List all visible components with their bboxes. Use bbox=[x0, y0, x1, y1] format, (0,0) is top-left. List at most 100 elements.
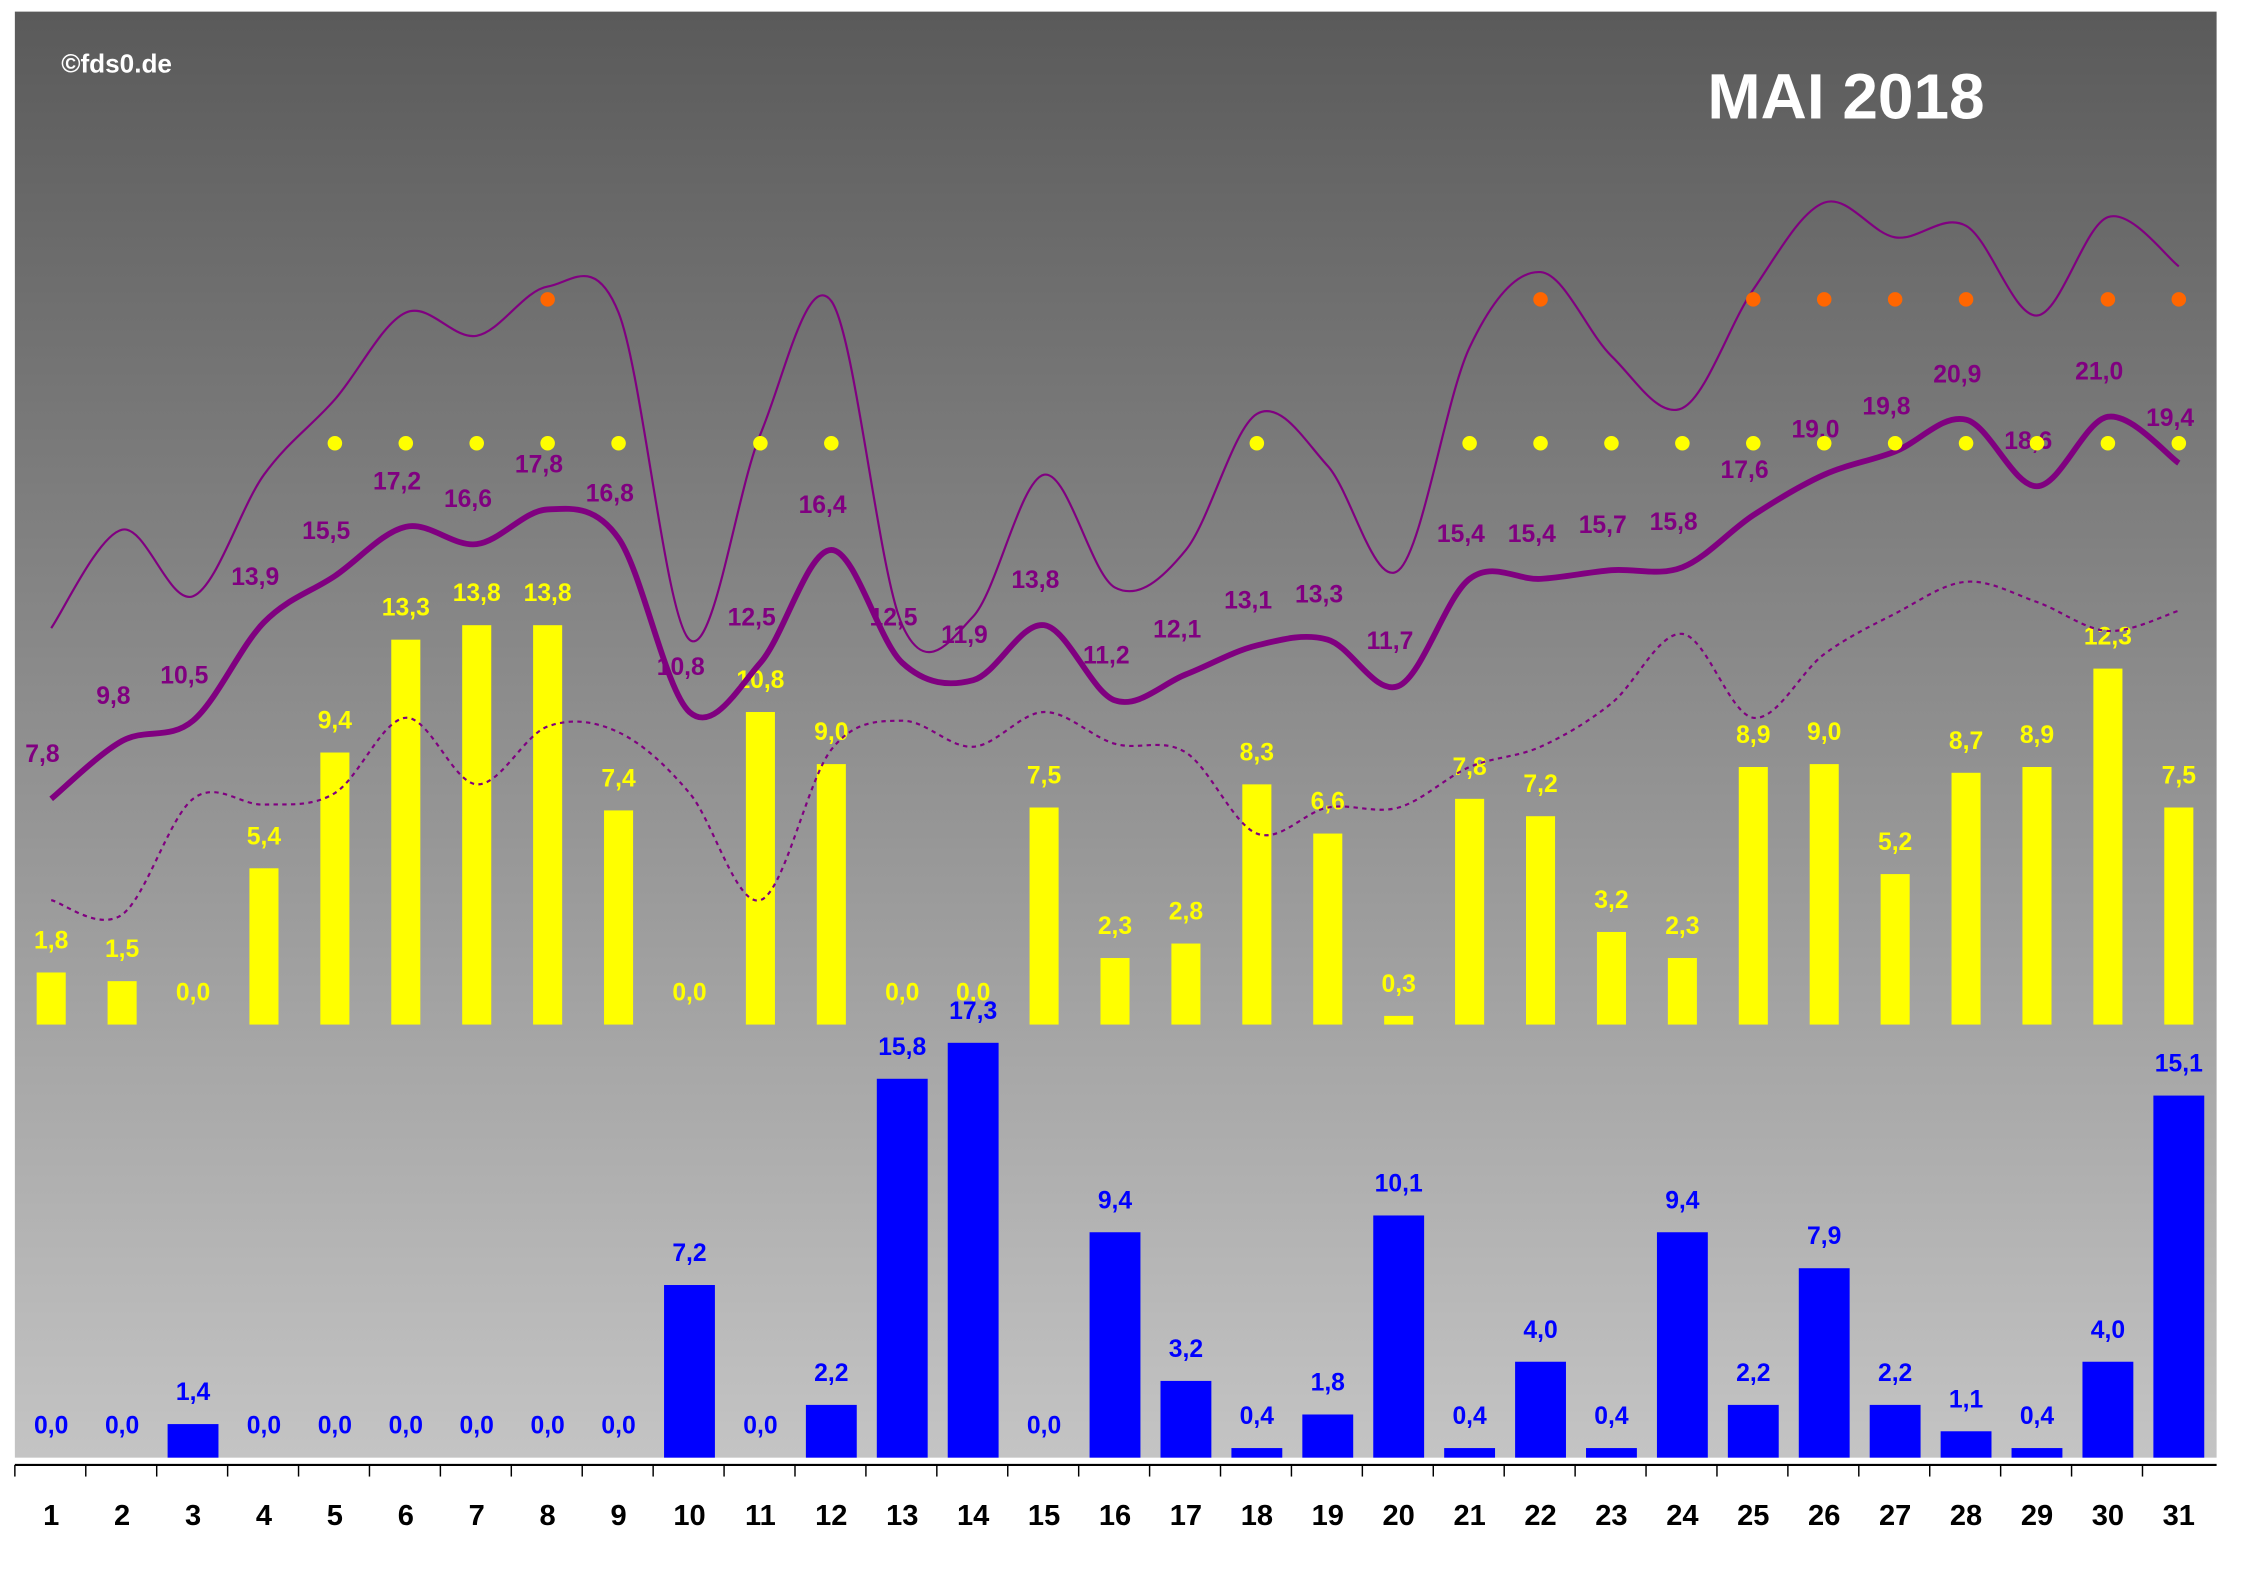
data-label: 16,6 bbox=[444, 486, 492, 513]
day-marker bbox=[540, 435, 555, 451]
data-label: 8,9 bbox=[1736, 722, 1770, 749]
data-label: 17,8 bbox=[515, 451, 563, 478]
data-label: 12,1 bbox=[1153, 616, 1201, 643]
day-marker bbox=[2100, 292, 2116, 307]
data-label: 0,0 bbox=[885, 980, 919, 1007]
bar bbox=[664, 1285, 715, 1458]
day-marker bbox=[1958, 435, 1974, 451]
data-label: 9,0 bbox=[814, 719, 848, 746]
data-label: 1,8 bbox=[34, 927, 68, 954]
x-tick-label: 23 bbox=[1595, 1500, 1627, 1532]
plot-area bbox=[14, 11, 2217, 1458]
day-marker bbox=[469, 435, 484, 451]
bar bbox=[2093, 668, 2123, 1025]
bar bbox=[2022, 766, 2052, 1025]
x-tick-label: 8 bbox=[540, 1500, 556, 1532]
data-label: 0,0 bbox=[247, 1413, 281, 1440]
x-tick-label: 21 bbox=[1453, 1500, 1485, 1532]
bar bbox=[167, 1424, 219, 1458]
bar bbox=[1455, 798, 1485, 1025]
bar bbox=[745, 712, 775, 1025]
data-label: 5,4 bbox=[247, 823, 282, 850]
bar bbox=[1869, 1404, 1921, 1458]
day-marker bbox=[1816, 435, 1832, 451]
data-label: 0,0 bbox=[176, 980, 210, 1007]
bar bbox=[1373, 1215, 1425, 1458]
bar bbox=[1515, 1361, 1566, 1458]
data-label: 10,1 bbox=[1375, 1170, 1423, 1197]
data-label: 0,0 bbox=[956, 980, 990, 1007]
bar bbox=[1384, 1015, 1414, 1025]
data-label: 12,5 bbox=[869, 605, 917, 632]
data-label: 0,3 bbox=[1382, 971, 1416, 998]
data-label: 13,3 bbox=[1295, 582, 1343, 609]
day-marker bbox=[1887, 435, 1903, 451]
day-marker bbox=[1533, 435, 1548, 451]
data-label: 0,0 bbox=[105, 1413, 139, 1440]
data-label: 0,0 bbox=[460, 1413, 494, 1440]
data-label: 7,9 bbox=[1807, 1223, 1841, 1250]
day-marker bbox=[611, 435, 626, 451]
data-label: 15,1 bbox=[2155, 1051, 2203, 1078]
x-tick-label: 4 bbox=[256, 1500, 272, 1532]
bar bbox=[1100, 958, 1130, 1025]
data-label: 2,8 bbox=[1169, 899, 1203, 926]
data-label: 15,7 bbox=[1579, 512, 1627, 539]
day-marker bbox=[1675, 435, 1690, 451]
bar bbox=[1880, 874, 1910, 1025]
data-label: 8,7 bbox=[1949, 728, 1983, 755]
data-label: 4,0 bbox=[2091, 1317, 2125, 1344]
bar bbox=[2153, 1095, 2205, 1458]
day-marker bbox=[1887, 292, 1903, 307]
day-marker bbox=[1746, 292, 1761, 307]
bar bbox=[1444, 1448, 1496, 1458]
bar bbox=[1798, 1268, 1850, 1458]
data-label: 7,5 bbox=[2162, 763, 2197, 790]
data-label: 10,8 bbox=[657, 654, 705, 681]
x-tick-label: 13 bbox=[886, 1500, 918, 1532]
data-label: 7,2 bbox=[672, 1240, 706, 1267]
bar bbox=[1727, 1404, 1779, 1458]
bar bbox=[805, 1404, 857, 1458]
bar bbox=[816, 764, 846, 1025]
bar bbox=[249, 868, 279, 1025]
line bbox=[49, 413, 2181, 802]
x-tick-label: 27 bbox=[1879, 1500, 1911, 1532]
data-label: 7,2 bbox=[1523, 771, 1557, 798]
x-tick-label: 26 bbox=[1808, 1500, 1840, 1532]
x-tick-label: 16 bbox=[1099, 1500, 1131, 1532]
data-label: 19,8 bbox=[1862, 393, 1910, 420]
x-tick-label: 14 bbox=[957, 1500, 989, 1532]
bar bbox=[1242, 784, 1272, 1025]
x-tick-label: 15 bbox=[1028, 1500, 1060, 1532]
data-label: 11,2 bbox=[1083, 642, 1130, 669]
data-label: 13,9 bbox=[231, 564, 279, 591]
x-tick-label: 17 bbox=[1170, 1500, 1202, 1532]
data-label: 16,4 bbox=[799, 492, 847, 519]
data-label: 1,8 bbox=[1311, 1370, 1345, 1397]
day-marker bbox=[824, 435, 839, 451]
data-label: 8,9 bbox=[2020, 722, 2054, 749]
data-label: 0,0 bbox=[672, 980, 706, 1007]
day-marker bbox=[1462, 435, 1477, 451]
data-label: 7,5 bbox=[1027, 763, 1062, 790]
bar bbox=[2011, 1448, 2063, 1458]
data-label: 15,8 bbox=[878, 1034, 926, 1061]
x-tick-label: 29 bbox=[2021, 1500, 2053, 1532]
data-label: 5,2 bbox=[1878, 829, 1912, 856]
data-label: 9,8 bbox=[96, 683, 130, 710]
bar bbox=[1171, 943, 1201, 1025]
bar bbox=[1029, 807, 1059, 1025]
bar bbox=[1596, 931, 1626, 1025]
x-tick-label: 1 bbox=[43, 1500, 59, 1532]
x-tick-label: 7 bbox=[469, 1500, 485, 1532]
data-label: 3,2 bbox=[1169, 1336, 1203, 1363]
data-label: 2,3 bbox=[1098, 913, 1132, 940]
data-label: 7,8 bbox=[1452, 754, 1486, 781]
x-tick-label: 3 bbox=[185, 1500, 201, 1532]
day-marker bbox=[540, 292, 555, 307]
data-label: 3,2 bbox=[1594, 887, 1628, 914]
bar bbox=[1525, 816, 1556, 1025]
day-marker bbox=[1249, 435, 1265, 451]
day-marker bbox=[2100, 435, 2116, 451]
